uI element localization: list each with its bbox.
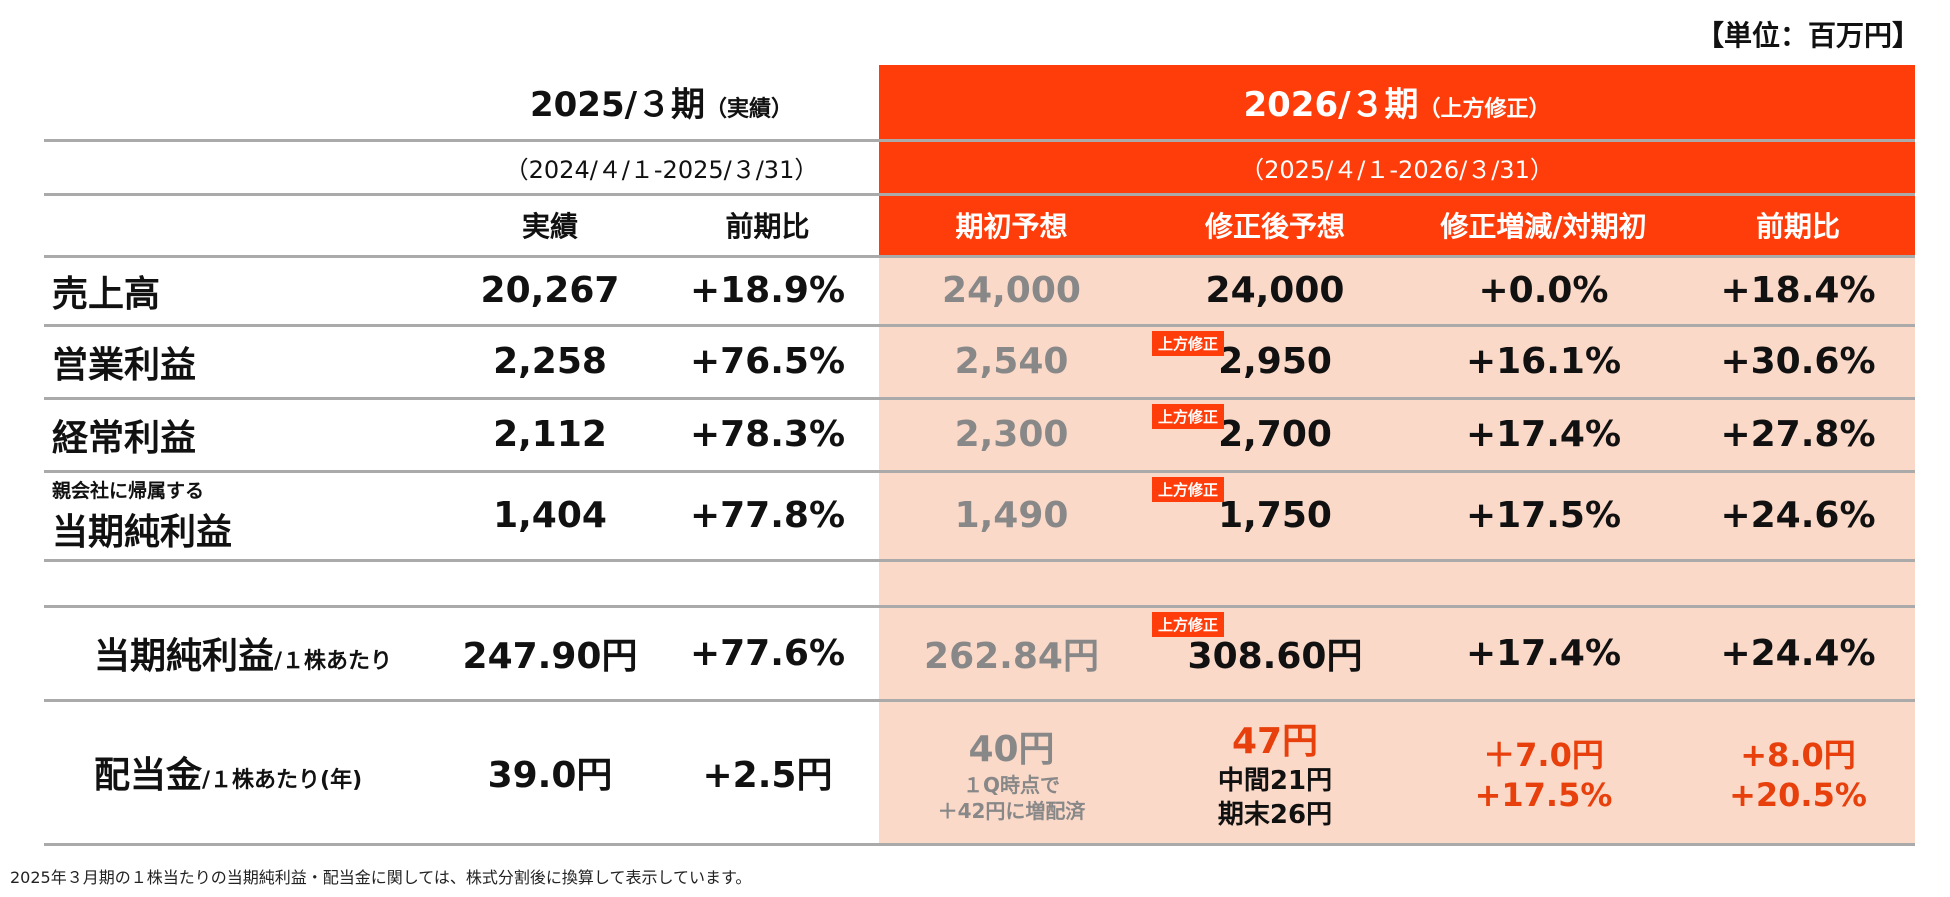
revised-value: 1,750	[1218, 495, 1332, 536]
row-label-sub: /１株あたり(年)	[202, 768, 363, 793]
change-value: +17.4%	[1406, 396, 1681, 471]
yoy-value: +76.5%	[656, 323, 879, 398]
col-change: 修正増減/対期初	[1406, 194, 1681, 256]
row-label: 配当金/１株あたり(年)	[44, 698, 444, 846]
table-row: 売上高 20,267 +18.9% 24,000 24,000 +0.0% +1…	[44, 254, 1915, 325]
change-value: +17.4%	[1406, 604, 1681, 700]
fy2026-note: （上方修正）	[1418, 97, 1551, 123]
yoy-pct: +20.5%	[1729, 776, 1867, 814]
yoy-2026-value: +24.4%	[1681, 604, 1915, 700]
revised-value: 24,000	[1144, 254, 1406, 325]
dividend-row: 配当金/１株あたり(年) 39.0円 +2.5円 40円 １Q時点で ＋42円に増配…	[44, 698, 1915, 846]
yoy-value: +2.5円	[656, 698, 879, 846]
fy2026-title: 2026/３期	[1243, 85, 1419, 126]
actual-value: 39.0円	[444, 698, 656, 846]
table-row: 親会社に帰属する当期純利益 1,404 +77.8% 1,490 上方修正 1,7…	[44, 469, 1915, 560]
fy2025-note: （実績）	[705, 97, 794, 123]
initial-value: 24,000	[879, 254, 1144, 325]
initial-value: 1,490	[879, 469, 1144, 560]
initial-note: ＋42円に増配済	[937, 799, 1086, 823]
revised-cell: 上方修正 1,750	[1144, 469, 1406, 560]
row-label: 経常利益	[44, 396, 444, 471]
yoy-yen: +8.0円	[1740, 736, 1856, 774]
initial-cell: 40円 １Q時点で ＋42円に増配済	[879, 698, 1144, 846]
initial-value: 2,300	[879, 396, 1144, 471]
row-label-sub: /１株あたり	[274, 649, 393, 674]
revised-value: 308.60円	[1187, 636, 1363, 677]
row-label: 売上高	[44, 254, 444, 325]
fy2026-range: （2025/４/１-2026/３/31）	[879, 140, 1915, 194]
change-value: +17.5%	[1406, 469, 1681, 560]
yoy-2026-value: +27.8%	[1681, 396, 1915, 471]
fy2026-header: 2026/３期（上方修正）	[879, 65, 1915, 140]
change-value: +0.0%	[1406, 254, 1681, 325]
upward-revision-badge: 上方修正	[1152, 330, 1225, 356]
col-yoy-2026: 前期比	[1681, 194, 1915, 256]
actual-value: 2,258	[444, 323, 656, 398]
initial-note: １Q時点で	[962, 773, 1060, 797]
revised-cell: 上方修正 2,700	[1144, 396, 1406, 471]
unit-label: 【単位：百万円】	[1695, 19, 1920, 52]
row-label-main: 配当金	[94, 755, 203, 796]
col-revised: 修正後予想	[1144, 194, 1406, 256]
yoy-value: +77.6%	[656, 604, 879, 700]
upward-revision-badge: 上方修正	[1152, 403, 1225, 429]
yoy-2026-value: +24.6%	[1681, 469, 1915, 560]
actual-value: 1,404	[444, 469, 656, 560]
actual-value: 20,267	[444, 254, 656, 325]
upward-revision-badge: 上方修正	[1152, 611, 1225, 637]
spacer-row	[44, 558, 1915, 606]
eps-row: 当期純利益/１株あたり 247.90円 +77.6% 262.84円 上方修正 3…	[44, 604, 1915, 700]
upward-revision-badge: 上方修正	[1152, 476, 1225, 502]
fy2025-title: 2025/３期	[529, 85, 706, 126]
initial-value: 262.84円	[879, 604, 1144, 700]
row-label: 親会社に帰属する当期純利益	[44, 469, 444, 560]
earnings-forecast-table: 2025/３期（実績） 2026/３期（上方修正） （2024/４/１-2025…	[44, 65, 1915, 846]
yoy-2026-cell: +8.0円 +20.5%	[1681, 698, 1915, 846]
revised-value: 2,950	[1218, 341, 1332, 382]
fy2025-range: （2024/４/１-2025/３/31）	[504, 155, 819, 184]
actual-value: 2,112	[444, 396, 656, 471]
revised-cell: 上方修正 2,950	[1144, 323, 1406, 398]
row-label-main: 当期純利益	[52, 512, 233, 553]
row-label-main: 当期純利益	[94, 636, 275, 677]
revised-value: 2,700	[1218, 414, 1332, 455]
change-pct: +17.5%	[1474, 776, 1613, 814]
col-initial: 期初予想	[879, 194, 1144, 256]
col-actual: 実績	[521, 210, 578, 243]
initial-value: 2,540	[879, 323, 1144, 398]
revised-cell: 47円中間21円期末26円	[1144, 698, 1406, 846]
table-row: 経常利益 2,112 +78.3% 2,300 上方修正 2,700 +17.4%…	[44, 396, 1915, 471]
yoy-value: +78.3%	[656, 396, 879, 471]
change-value: +16.1%	[1406, 323, 1681, 398]
yoy-value: +77.8%	[656, 469, 879, 560]
change-cell: ＋7.0円 +17.5%	[1406, 698, 1681, 846]
row-label: 営業利益	[44, 323, 444, 398]
row-label: 当期純利益/１株あたり	[44, 604, 444, 700]
row-label-sub: 親会社に帰属する	[52, 480, 205, 502]
initial-value: 40円	[968, 729, 1055, 770]
revised-value: 47円	[1231, 721, 1319, 762]
footnote: 2025年３月期の１株当たりの当期純利益・配当金に関しては、株式分割後に換算して…	[10, 868, 752, 887]
final-dividend: 期末26円	[1217, 800, 1333, 830]
yoy-2026-value: +18.4%	[1681, 254, 1915, 325]
revised-cell: 上方修正 308.60円	[1144, 604, 1406, 700]
actual-value: 247.90円	[444, 604, 656, 700]
change-yen: ＋7.0円	[1483, 736, 1604, 774]
interim-dividend: 中間21円	[1217, 766, 1333, 796]
fy2025-header: 2025/３期（実績）	[444, 65, 879, 140]
col-yoy: 前期比	[725, 210, 810, 243]
yoy-value: +18.9%	[656, 254, 879, 325]
yoy-2026-value: +30.6%	[1681, 323, 1915, 398]
table-row: 営業利益 2,258 +76.5% 2,540 上方修正 2,950 +16.1%…	[44, 323, 1915, 398]
